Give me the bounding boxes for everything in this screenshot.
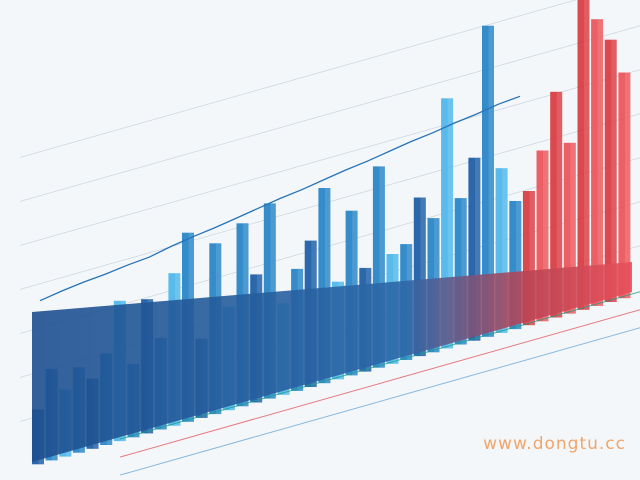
bar-highlight bbox=[529, 191, 535, 326]
bar-highlight bbox=[447, 98, 454, 349]
bar-highlight bbox=[515, 201, 522, 330]
bar-highlight bbox=[379, 166, 385, 368]
bar-highlight bbox=[543, 150, 549, 322]
bar bbox=[550, 91, 563, 318]
bar-highlight bbox=[461, 198, 467, 345]
grid-line bbox=[19, 25, 640, 202]
bar-highlight bbox=[325, 188, 331, 384]
bar-highlight bbox=[475, 157, 481, 341]
chart-floor bbox=[32, 262, 632, 462]
baseline-stroke bbox=[119, 327, 640, 476]
bar bbox=[618, 72, 631, 299]
bar-highlight bbox=[488, 25, 494, 337]
bar-highlight bbox=[584, 0, 590, 310]
baseline-stroke bbox=[119, 309, 640, 458]
bar bbox=[577, 0, 590, 310]
bar bbox=[482, 25, 494, 337]
watermark-text: www.dongtu.cc bbox=[483, 434, 626, 454]
bar bbox=[604, 39, 617, 302]
grid-line bbox=[19, 69, 640, 246]
bar-highlight bbox=[570, 142, 576, 314]
baseline-stroke bbox=[119, 291, 640, 440]
bar-highlight bbox=[597, 19, 604, 306]
bar-highlight bbox=[420, 197, 426, 357]
bar-highlight bbox=[556, 91, 563, 318]
chart-baselines bbox=[119, 291, 640, 476]
bar-highlight bbox=[611, 39, 617, 302]
grid-line bbox=[19, 0, 577, 158]
bar bbox=[591, 19, 604, 306]
trend-line bbox=[39, 95, 521, 302]
bar-highlight bbox=[625, 72, 631, 299]
bar-highlight bbox=[502, 168, 508, 333]
